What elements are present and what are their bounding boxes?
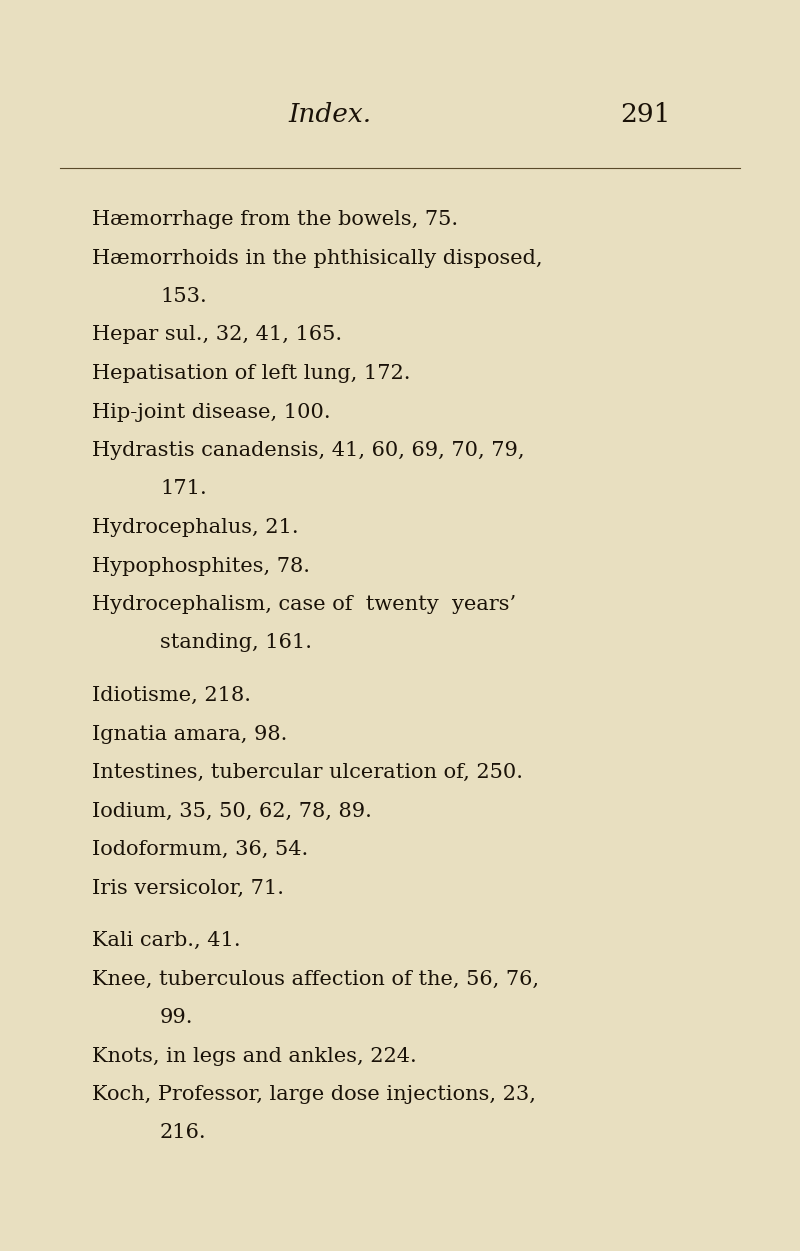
Text: Hæmorrhage from the bowels, 75.: Hæmorrhage from the bowels, 75.	[92, 210, 458, 229]
Text: Hepar sul., 32, 41, 165.: Hepar sul., 32, 41, 165.	[92, 325, 342, 344]
Text: 291: 291	[620, 103, 670, 128]
Text: Kali carb., 41.: Kali carb., 41.	[92, 931, 241, 950]
Text: Hypophosphites, 78.: Hypophosphites, 78.	[92, 557, 310, 575]
Text: Hepatisation of left lung, 172.: Hepatisation of left lung, 172.	[92, 364, 410, 383]
Text: Iris versicolor, 71.: Iris versicolor, 71.	[92, 878, 284, 897]
Text: Hydrocephalism, case of  twenty  years’: Hydrocephalism, case of twenty years’	[92, 595, 516, 614]
Text: Ignatia amara, 98.: Ignatia amara, 98.	[92, 724, 287, 743]
Text: 153.: 153.	[160, 286, 206, 306]
Text: Intestines, tubercular ulceration of, 250.: Intestines, tubercular ulceration of, 25…	[92, 763, 523, 782]
Text: standing, 161.: standing, 161.	[160, 633, 312, 653]
Text: Index.: Index.	[289, 103, 371, 128]
Text: Koch, Professor, large dose injections, 23,: Koch, Professor, large dose injections, …	[92, 1085, 536, 1103]
Text: Knots, in legs and ankles, 224.: Knots, in legs and ankles, 224.	[92, 1047, 417, 1066]
Text: Idiotisme, 218.: Idiotisme, 218.	[92, 686, 251, 706]
Text: Iodoformum, 36, 54.: Iodoformum, 36, 54.	[92, 839, 308, 859]
Text: Knee, tuberculous affection of the, 56, 76,: Knee, tuberculous affection of the, 56, …	[92, 970, 539, 988]
Text: 216.: 216.	[160, 1123, 206, 1142]
Text: Hip-joint disease, 100.: Hip-joint disease, 100.	[92, 403, 330, 422]
Text: Hydrocephalus, 21.: Hydrocephalus, 21.	[92, 518, 298, 537]
Text: 171.: 171.	[160, 479, 206, 498]
Text: Iodium, 35, 50, 62, 78, 89.: Iodium, 35, 50, 62, 78, 89.	[92, 802, 372, 821]
Text: Hydrastis canadensis, 41, 60, 69, 70, 79,: Hydrastis canadensis, 41, 60, 69, 70, 79…	[92, 442, 525, 460]
Text: 99.: 99.	[160, 1008, 194, 1027]
Text: Hæmorrhoids in the phthisically disposed,: Hæmorrhoids in the phthisically disposed…	[92, 249, 542, 268]
